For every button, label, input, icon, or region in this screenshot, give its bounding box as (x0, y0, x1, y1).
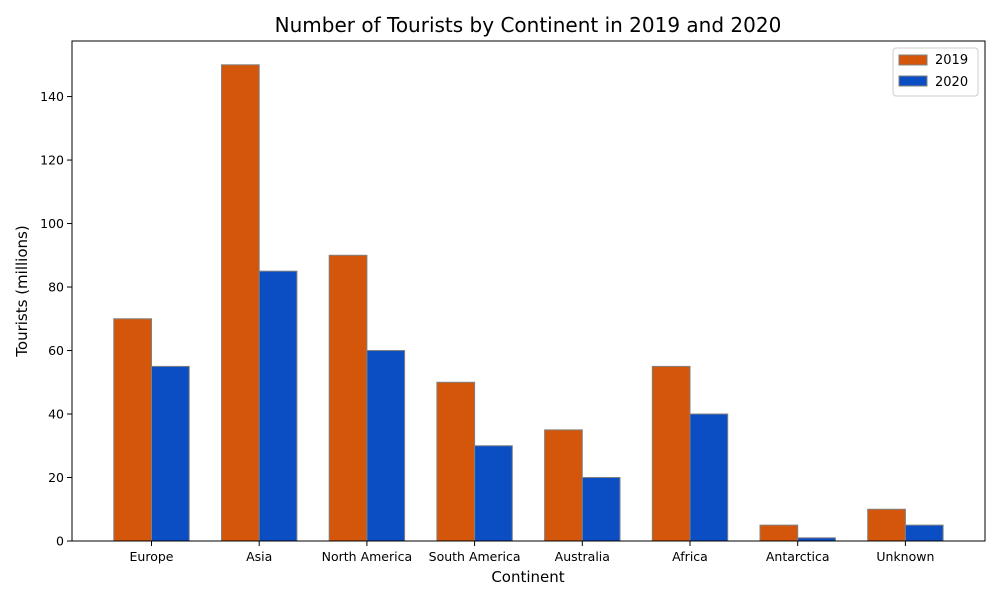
bar-2019-south-america (436, 381, 476, 542)
legend-label-2019: 2019 (935, 53, 968, 68)
bar-2020-europe (151, 365, 190, 542)
bar-2020-south-america (474, 445, 513, 542)
bar-2020-australia (581, 477, 621, 542)
y-axis-label: Tourists (millions) (13, 225, 31, 357)
bar-2019-australia (544, 429, 583, 542)
bar-2020-north-america (366, 350, 406, 542)
x-axis-label: Continent (491, 568, 564, 586)
bar-2019-north-america (328, 254, 368, 542)
y-tick-label: 20 (48, 470, 64, 485)
x-tick-label: Unknown (876, 549, 934, 564)
y-tick-label: 60 (48, 343, 64, 358)
y-tick-label: 100 (40, 216, 64, 231)
legend: 2019 2020 (892, 47, 979, 97)
x-tick-label: Asia (246, 549, 272, 564)
x-tick-label: Antarctica (766, 549, 830, 564)
y-tick-label: 40 (48, 407, 64, 422)
bar-2019-antarctica (759, 524, 799, 542)
bar-2019-europe (113, 318, 153, 542)
bars-group (113, 64, 944, 542)
bar-2020-asia (258, 270, 298, 542)
bar-2020-africa (689, 413, 729, 542)
chart-title: Number of Tourists by Continent in 2019 … (275, 13, 782, 37)
legend-swatch-2019 (898, 54, 928, 66)
x-tick-label: Africa (672, 549, 708, 564)
x-tick-label: South America (429, 549, 521, 564)
bar-2020-unknown (904, 524, 944, 542)
bar-2019-africa (651, 365, 691, 542)
bar-2019-asia (221, 64, 260, 542)
y-tick-label: 0 (56, 534, 64, 549)
x-axis-ticks: Europe Asia North America South America Aust… (130, 541, 934, 564)
x-tick-label: North America (322, 549, 413, 564)
y-tick-label: 120 (40, 153, 64, 168)
x-tick-label: Europe (130, 549, 174, 564)
bar-2019-unknown (867, 508, 906, 542)
y-axis-ticks: 0 20 40 60 80 100 120 140 (40, 89, 72, 549)
y-tick-label: 80 (48, 280, 64, 295)
y-tick-label: 140 (40, 89, 64, 104)
plot-area-frame (71, 40, 986, 542)
x-tick-label: Australia (555, 549, 610, 564)
legend-label-2020: 2020 (935, 75, 968, 90)
legend-swatch-2020 (898, 75, 928, 87)
